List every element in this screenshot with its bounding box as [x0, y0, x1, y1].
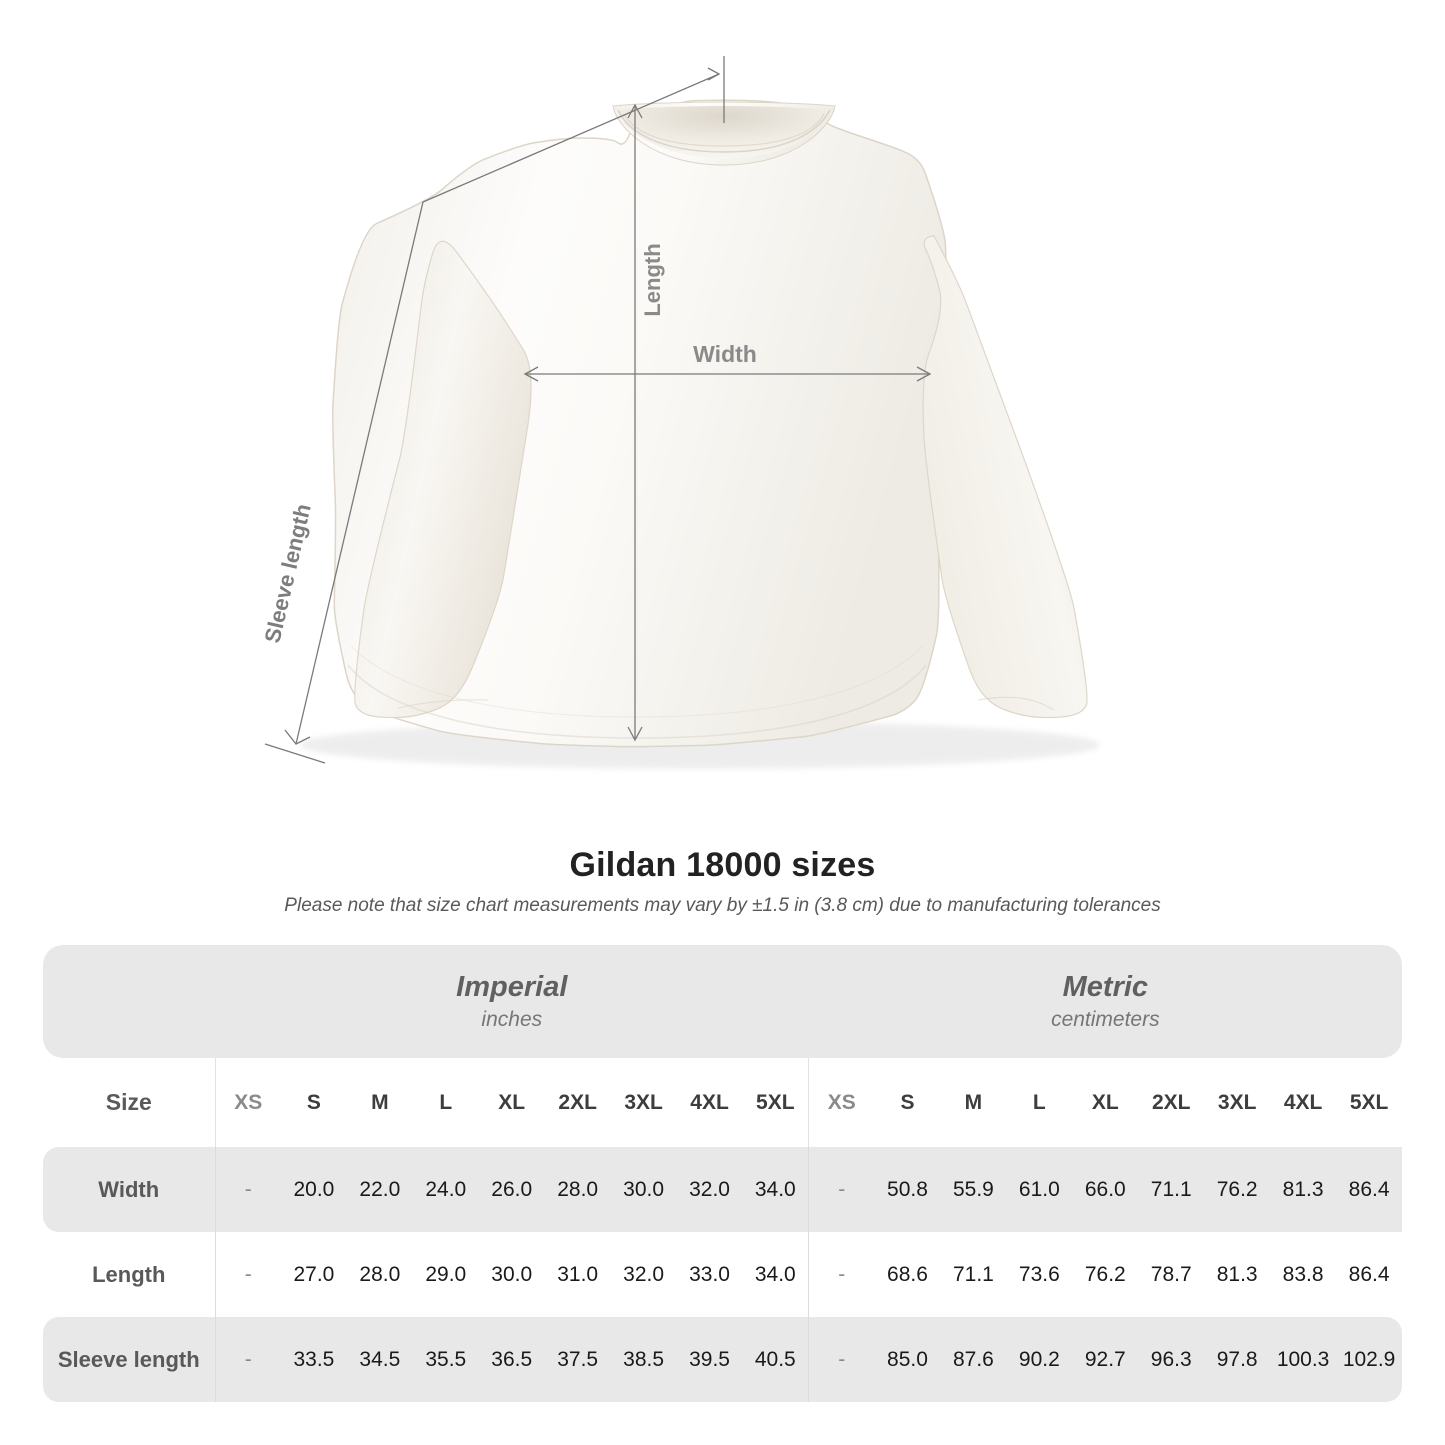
svg-text:Length: Length — [640, 243, 665, 316]
svg-text:Width: Width — [693, 341, 757, 367]
svg-text:Sleeve length: Sleeve length — [260, 501, 316, 645]
